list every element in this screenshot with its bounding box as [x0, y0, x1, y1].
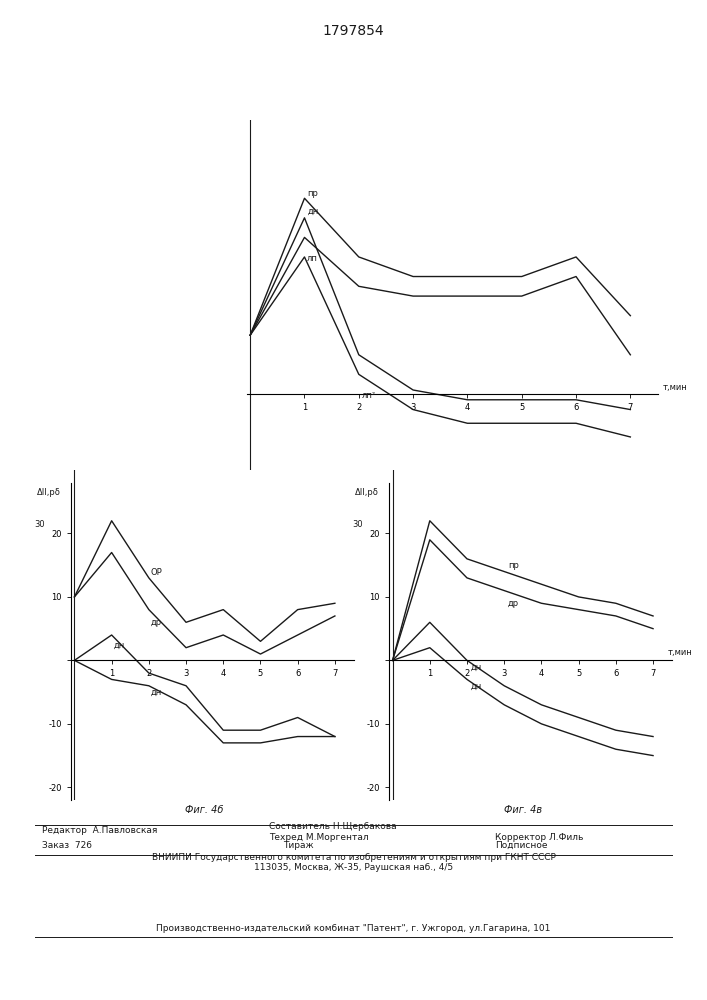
Text: лп²: лп² — [361, 391, 375, 400]
Text: ВНИИПИ Государственного комитета по изобретениям и открытиям при ГКНТ СССР: ВНИИПИ Государственного комитета по изоб… — [151, 853, 556, 862]
Text: Тираж: Тираж — [283, 841, 313, 850]
Text: 30: 30 — [352, 520, 363, 529]
Text: Фиг. 4б: Фиг. 4б — [185, 805, 224, 815]
Text: Корректор Л.Филь: Корректор Л.Филь — [495, 833, 583, 842]
Text: пр: пр — [308, 189, 318, 198]
Text: лп: лп — [308, 254, 318, 263]
Text: Фиг. 4в: Фиг. 4в — [504, 805, 542, 815]
Text: Фиг. 4а: Фиг. 4а — [421, 591, 460, 601]
Text: дн: дн — [471, 663, 482, 672]
Text: дн: дн — [308, 207, 318, 216]
Text: 113035, Москва, Ж-35, Раушская наб., 4/5: 113035, Москва, Ж-35, Раушская наб., 4/5 — [254, 863, 453, 872]
Text: т,мин: т,мин — [668, 648, 693, 657]
Text: т,мин: т,мин — [663, 383, 688, 392]
Text: др: др — [508, 599, 519, 608]
Text: пр: пр — [508, 561, 519, 570]
Text: ΔΙΙ,рδ: ΔΙΙ,рδ — [37, 488, 61, 497]
Text: дн: дн — [114, 641, 124, 650]
Text: ОР: ОР — [151, 568, 163, 577]
Text: Редактор  А.Павловская: Редактор А.Павловская — [42, 826, 158, 835]
Text: Составитель Н.Щербакова: Составитель Н.Щербакова — [269, 822, 397, 831]
Text: др: др — [151, 618, 162, 627]
Text: дн: дн — [471, 682, 482, 691]
Text: Техред М.Моргентал: Техред М.Моргентал — [269, 833, 368, 842]
Text: 1797854: 1797854 — [322, 24, 385, 38]
Text: Заказ  726: Заказ 726 — [42, 841, 93, 850]
Text: 30: 30 — [34, 520, 45, 529]
Text: Подписное: Подписное — [495, 841, 547, 850]
Text: Производственно-издательский комбинат "Патент", г. Ужгород, ул.Гагарина, 101: Производственно-издательский комбинат "П… — [156, 924, 551, 933]
Text: ΔΙΙ,рδ: ΔΙΙ,рδ — [356, 488, 379, 497]
Text: дн: дн — [151, 688, 162, 697]
